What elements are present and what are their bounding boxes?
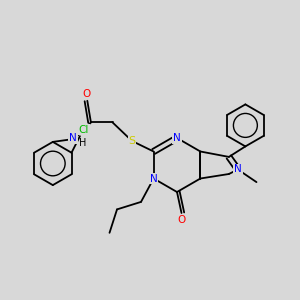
Text: N: N: [69, 133, 77, 143]
Text: S: S: [128, 136, 136, 146]
Text: H: H: [79, 138, 86, 148]
Text: O: O: [177, 214, 186, 225]
Text: N: N: [173, 133, 181, 143]
Text: N: N: [150, 173, 158, 184]
Text: Cl: Cl: [78, 124, 89, 135]
Text: O: O: [82, 88, 90, 99]
Text: N: N: [234, 164, 242, 175]
